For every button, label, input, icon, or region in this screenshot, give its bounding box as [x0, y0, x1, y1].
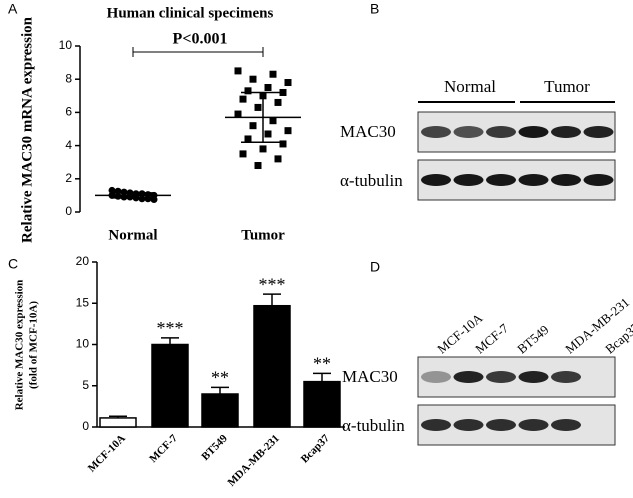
band	[583, 174, 614, 186]
blot-label: Normal	[444, 77, 496, 96]
bar	[99, 417, 137, 428]
y-tick-label: 0	[82, 419, 89, 433]
point	[274, 98, 282, 106]
y-tick-label: 2	[65, 171, 72, 185]
band	[486, 419, 516, 431]
x-tick-label: MCF-10A	[86, 432, 128, 474]
bar	[201, 393, 239, 428]
point	[120, 193, 128, 201]
significance: **	[211, 368, 229, 388]
point	[254, 162, 262, 170]
band	[518, 174, 549, 186]
band	[486, 371, 516, 383]
blot-label: BT549	[514, 322, 551, 357]
y-tick-label: 8	[65, 71, 72, 85]
panel-letter: D	[370, 259, 380, 275]
point	[114, 192, 122, 200]
band	[421, 419, 451, 431]
band	[421, 174, 451, 186]
band	[486, 126, 516, 138]
point	[279, 140, 287, 148]
point	[150, 196, 158, 204]
significance: **	[313, 354, 331, 374]
band	[453, 419, 484, 431]
blot-label: Tumor	[544, 77, 590, 96]
band	[453, 371, 484, 383]
y-tick-label: 20	[76, 254, 90, 268]
x-tick-label: Bcap37	[299, 432, 332, 465]
band	[551, 419, 581, 431]
y-tick-label: 10	[76, 337, 90, 351]
band	[518, 419, 549, 431]
y-tick-label: 0	[65, 204, 72, 218]
band	[453, 126, 484, 138]
blot-label: MAC30	[340, 122, 396, 141]
panel-letter: B	[370, 1, 379, 17]
blot-label: α-tubulin	[342, 416, 405, 435]
point	[239, 95, 247, 103]
band	[421, 126, 451, 138]
point	[284, 127, 292, 135]
y-tick-label: 10	[59, 38, 73, 52]
band	[518, 126, 549, 138]
x-tick-label: Tumor	[241, 227, 285, 243]
point	[284, 79, 292, 87]
point	[120, 188, 128, 196]
band	[486, 174, 516, 186]
y-tick-label: 5	[82, 378, 89, 392]
point	[269, 117, 277, 125]
point	[259, 145, 267, 153]
bar	[253, 304, 291, 428]
x-tick-label: MDA-MB-231	[225, 432, 281, 488]
point	[249, 122, 257, 130]
y-axis-label: (fold of MCF-10A)	[28, 301, 40, 389]
y-axis-label: Relative MAC30 mRNA expression	[19, 16, 35, 243]
panel-letter: C	[8, 256, 18, 272]
point	[234, 110, 242, 118]
blot-label: MAC30	[342, 367, 398, 386]
band	[421, 371, 451, 383]
significance: ***	[157, 318, 184, 338]
band	[551, 174, 581, 186]
point	[274, 155, 282, 163]
band	[518, 371, 549, 383]
point	[264, 84, 272, 91]
point	[239, 150, 247, 158]
significance: ***	[259, 274, 286, 294]
point	[234, 67, 242, 75]
x-tick-label: MCF-7	[147, 432, 180, 465]
point	[254, 103, 262, 111]
blot-box	[417, 356, 616, 398]
band	[453, 174, 484, 186]
y-tick-label: 4	[65, 138, 72, 152]
band	[551, 126, 581, 138]
point	[264, 130, 272, 138]
bar	[151, 343, 189, 428]
x-tick-label: Normal	[108, 227, 157, 243]
blot-label: α-tubulin	[340, 171, 403, 190]
panel-letter: A	[8, 1, 18, 17]
band	[583, 126, 614, 138]
blot-box	[417, 404, 616, 446]
y-tick-label: 6	[65, 105, 72, 119]
band	[551, 371, 581, 383]
point	[144, 195, 152, 203]
y-tick-label: 15	[76, 295, 90, 309]
point	[244, 87, 252, 95]
chart-title: Human clinical specimens	[107, 5, 274, 21]
point	[269, 70, 277, 78]
point	[249, 75, 257, 83]
point	[138, 195, 146, 203]
annotation: P<0.001	[173, 31, 228, 48]
y-axis-label: Relative MAC30 expression	[14, 280, 26, 411]
point	[244, 135, 252, 143]
bar	[303, 380, 341, 428]
x-tick-label: BT549	[199, 432, 230, 463]
